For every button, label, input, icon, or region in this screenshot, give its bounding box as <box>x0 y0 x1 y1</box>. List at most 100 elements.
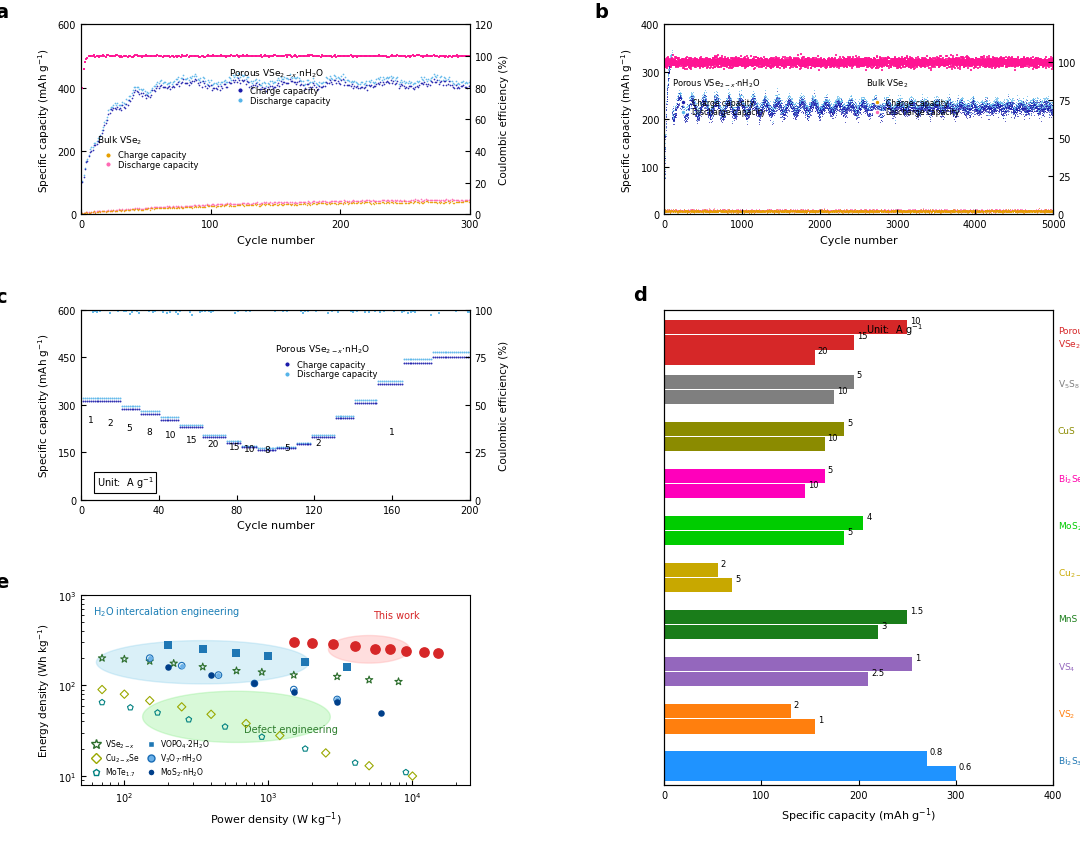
Point <box>785 110 802 123</box>
Point <box>1014 204 1031 218</box>
Point <box>998 56 1015 69</box>
Point <box>812 102 829 116</box>
Point <box>875 205 892 219</box>
Point <box>859 57 876 70</box>
Point <box>984 57 1001 70</box>
Point <box>934 100 951 113</box>
Point <box>86 139 104 153</box>
Point <box>993 108 1010 122</box>
Point <box>929 59 946 73</box>
Point <box>727 107 744 121</box>
Point <box>230 51 247 64</box>
Point <box>1039 100 1056 113</box>
Point <box>985 204 1002 218</box>
Point <box>975 205 993 219</box>
Point <box>738 109 755 122</box>
Point <box>825 106 842 119</box>
Point <box>883 205 901 219</box>
Point <box>725 204 742 218</box>
Point <box>934 57 951 71</box>
Point <box>956 205 973 219</box>
Point <box>788 100 806 114</box>
Point <box>853 57 870 71</box>
Point <box>926 206 943 219</box>
Point <box>657 158 674 171</box>
Point <box>981 103 998 116</box>
Point <box>1041 206 1058 219</box>
Point <box>771 101 788 115</box>
Point <box>1015 204 1032 218</box>
Point <box>741 104 758 117</box>
Point <box>881 205 899 219</box>
Point <box>770 91 787 105</box>
Point <box>141 203 159 216</box>
Point <box>893 99 910 112</box>
Point <box>671 89 688 102</box>
Point <box>905 97 922 111</box>
Point <box>850 103 867 116</box>
Point <box>662 54 679 68</box>
Point <box>897 101 915 115</box>
Point <box>714 205 731 219</box>
Point <box>689 204 706 218</box>
Point <box>692 60 710 73</box>
Point <box>927 206 944 219</box>
Point <box>985 57 1002 70</box>
Point <box>771 204 788 218</box>
Point <box>951 99 969 112</box>
Point <box>922 99 940 112</box>
Point <box>216 78 233 92</box>
Point <box>701 105 718 118</box>
Point <box>752 100 769 113</box>
Point <box>897 58 915 72</box>
Point <box>831 100 848 113</box>
Point <box>917 54 934 68</box>
Point <box>914 56 931 69</box>
Point <box>712 204 729 218</box>
Point <box>148 304 165 317</box>
Point <box>689 111 706 124</box>
Point <box>1024 204 1041 218</box>
Point <box>862 104 879 117</box>
Point <box>728 101 745 115</box>
Point <box>739 99 756 112</box>
Point <box>801 206 819 219</box>
Point <box>827 204 845 218</box>
Point <box>855 100 873 113</box>
Point <box>161 200 178 214</box>
Point <box>878 99 895 112</box>
Point <box>974 205 991 219</box>
Point <box>659 85 676 99</box>
Point <box>948 57 966 70</box>
Point <box>755 206 772 219</box>
Point <box>697 84 714 98</box>
Point <box>863 104 880 117</box>
Point <box>874 204 891 218</box>
Point <box>843 55 861 68</box>
Point <box>84 207 102 220</box>
Point <box>909 54 927 68</box>
Point <box>665 205 683 219</box>
Point <box>721 204 739 218</box>
Point <box>819 96 836 110</box>
Point <box>811 203 828 217</box>
Point <box>964 203 982 217</box>
Point <box>1041 56 1058 69</box>
Point <box>1017 58 1035 72</box>
Point <box>842 204 860 218</box>
Point <box>868 97 886 111</box>
Point <box>981 102 998 116</box>
Point <box>771 205 788 219</box>
Point <box>159 50 176 63</box>
Point <box>897 55 915 68</box>
Point <box>778 104 795 117</box>
Point <box>823 205 840 219</box>
Point <box>407 78 424 91</box>
Point <box>978 205 996 219</box>
Point <box>882 204 900 218</box>
Point <box>888 62 905 75</box>
Point <box>1011 205 1028 219</box>
Point <box>1037 204 1054 218</box>
Point <box>987 205 1004 219</box>
Point <box>737 206 754 219</box>
